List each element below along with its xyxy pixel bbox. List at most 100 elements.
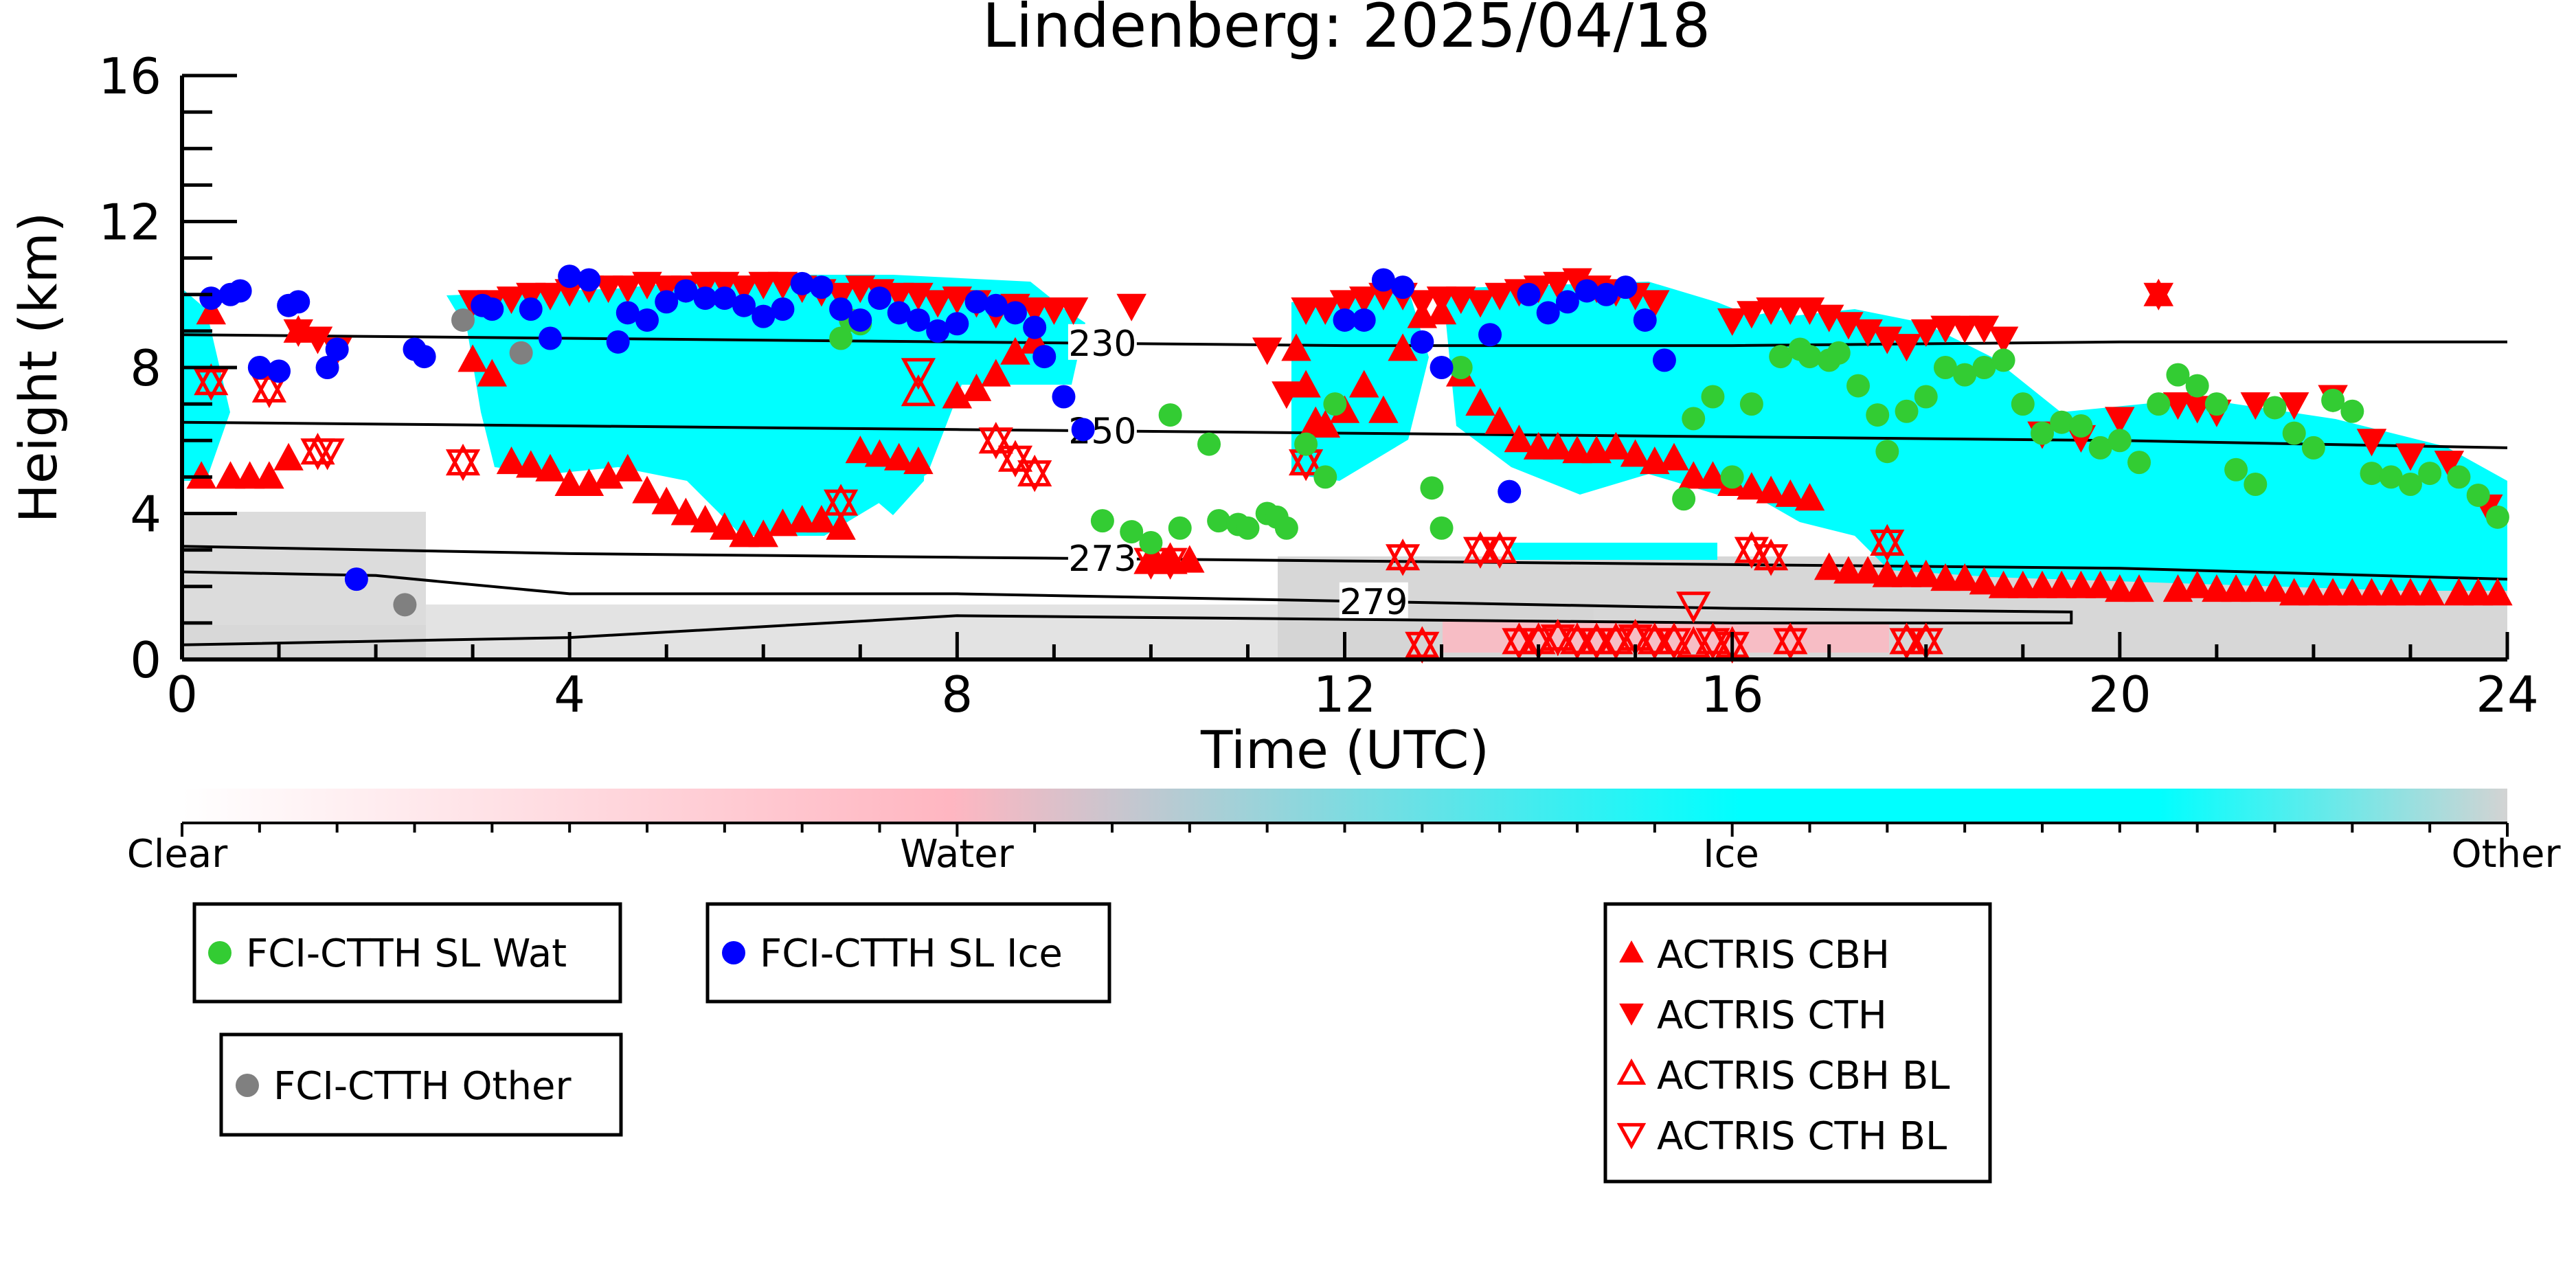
marker-fci-ctth-sl-ice [519, 297, 543, 321]
marker-actris-cth [1930, 315, 1961, 343]
colorbar-label-clear: Clear [127, 832, 228, 877]
marker-fci-ctth-sl-wat [1449, 356, 1473, 379]
marker-actris-cth [1853, 319, 1883, 347]
marker-actris-cbh [2221, 574, 2251, 602]
marker-actris-cbh [1175, 545, 1205, 573]
marker-actris-cbh-bl [1598, 622, 1634, 655]
marker-actris-cbh [1969, 567, 2000, 595]
marker-actris-cbh [2298, 578, 2329, 606]
marker-fci-ctth-sl-wat [1798, 345, 1822, 369]
contour-line-230 [181, 333, 2507, 348]
marker-actris-cbh [1910, 559, 1941, 587]
marker-fci-ctth-sl-wat [1197, 432, 1221, 456]
y-tick-label: 8 [130, 339, 161, 397]
marker-actris-cth [1543, 271, 1573, 300]
marker-fci-ctth-sl-wat [2185, 374, 2209, 398]
contour-line-273 [181, 545, 2508, 581]
marker-fci-ctth-sl-wat [2398, 473, 2422, 496]
marker-actris-cbh [273, 442, 304, 471]
marker-fci-ctth-sl-ice [1371, 268, 1395, 292]
marker-actris-cbh [2337, 578, 2368, 606]
marker-fci-ctth-sl-ice [480, 297, 504, 321]
marker-fci-ctth-sl-ice [1614, 275, 1638, 300]
marker-actris-cth [2395, 443, 2426, 471]
contour-label-bg [1067, 539, 1137, 576]
marker-actris-cbh [457, 344, 488, 372]
marker-actris-cbh-bl [1288, 443, 1324, 476]
marker-fci-ctth-sl-ice [1498, 479, 1522, 504]
marker-actris-cbh [1368, 395, 1399, 423]
marker-actris-cbh-bl [1870, 523, 1905, 556]
marker-actris-cth-bl [310, 438, 345, 471]
marker-fci-ctth-sl-ice [615, 301, 640, 325]
marker-fci-ctth-sl-ice [848, 308, 872, 332]
marker-fci-ctth-sl-ice [945, 312, 969, 336]
marker-actris-cbh-bl [1462, 531, 1498, 563]
marker-actris-cth [1891, 334, 1922, 362]
legend-ice: FCI-CTTH SL Ice [705, 902, 1111, 1004]
marker-actris-cth [1950, 315, 1980, 343]
marker-actris-cth-bl [1482, 536, 1517, 569]
marker-actris-cth-bl [1753, 544, 1789, 576]
marker-fci-ctth-sl-wat [2031, 421, 2054, 445]
marker-fci-ctth-sl-ice [771, 297, 795, 321]
marker-actris-cth-bl [251, 376, 287, 409]
marker-fci-ctth-sl-wat [1139, 531, 1163, 554]
marker-fci-ctth-sl-ice [1517, 282, 1541, 306]
y-tick-label: 4 [130, 486, 161, 543]
marker-actris-cth-bl [1889, 628, 1924, 660]
marker-actris-cbh-bl [1656, 622, 1692, 655]
marker-fci-ctth-sl-ice [1023, 315, 1047, 339]
marker-actris-cth [593, 275, 624, 304]
marker-actris-cth-bl [823, 489, 859, 521]
marker-fci-ctth-sl-wat [2050, 410, 2074, 434]
marker-fci-ctth-sl-ice [829, 297, 853, 321]
marker-actris-cth [2279, 392, 2309, 420]
marker-fci-ctth-sl-wat [1420, 476, 1444, 500]
marker-fci-ctth-sl-wat [2360, 462, 2384, 486]
legend-box [219, 1032, 623, 1137]
y-tick-label: 16 [98, 47, 161, 105]
marker-actris-cbh-bl [1637, 622, 1672, 655]
marker-fci-ctth-other [393, 593, 417, 617]
marker-fci-ctth-other [451, 308, 475, 332]
marker-fci-ctth-sl-ice [286, 290, 310, 314]
marker-actris-cbh-bl [1889, 622, 1924, 655]
marker-actris-cth [2240, 392, 2271, 420]
marker-fci-ctth-sl-wat [1933, 356, 1957, 379]
marker-actris-cbh [1988, 570, 2019, 598]
marker-actris-cbh [826, 512, 856, 540]
contour-label-279: 279 [1340, 582, 1408, 623]
marker-fci-ctth-sl-ice [809, 275, 833, 300]
marker-fci-ctth-sl-ice [1536, 301, 1560, 325]
marker-fci-ctth-sl-wat [1953, 363, 1977, 387]
marker-actris-cbh-bl [1482, 531, 1517, 563]
marker-fci-ctth-sl-wat [1294, 432, 1318, 456]
marker-actris-cth [283, 319, 313, 347]
legend-label-ice: FCI-CTTH SL Ice [760, 931, 1063, 976]
marker-actris-cth [1465, 290, 1495, 318]
marker-actris-cth-bl [1656, 628, 1692, 660]
marker-fci-ctth-sl-wat [2224, 457, 2248, 482]
marker-fci-ctth-sl-wat [1682, 407, 1706, 431]
marker-actris-cth-bl [1559, 628, 1595, 660]
marker-fci-ctth-sl-wat [2108, 429, 2132, 453]
marker-actris-cth [826, 282, 856, 310]
marker-fci-ctth-sl-ice [558, 264, 582, 289]
y-tick-label: 0 [130, 631, 161, 689]
marker-actris-cbh [1484, 406, 1515, 434]
marker-actris-cbh [2066, 570, 2097, 598]
legend-marker-actris [1616, 1058, 1647, 1085]
marker-actris-cbh [1348, 370, 1379, 398]
marker-actris-cbh [2124, 574, 2154, 602]
marker-actris-cbh [1281, 333, 1311, 361]
marker-fci-ctth-sl-ice [1052, 385, 1076, 409]
marker-actris-cth [1407, 290, 1438, 318]
marker-actris-cbh-bl [1579, 622, 1614, 655]
marker-actris-cbh [903, 447, 934, 475]
marker-fci-ctth-sl-wat [1720, 465, 1744, 489]
legend-label-wat: FCI-CTTH SL Wat [246, 931, 567, 976]
marker-actris-cbh [1136, 545, 1166, 573]
marker-actris-cbh [254, 461, 284, 489]
marker-actris-cbh [613, 453, 643, 482]
